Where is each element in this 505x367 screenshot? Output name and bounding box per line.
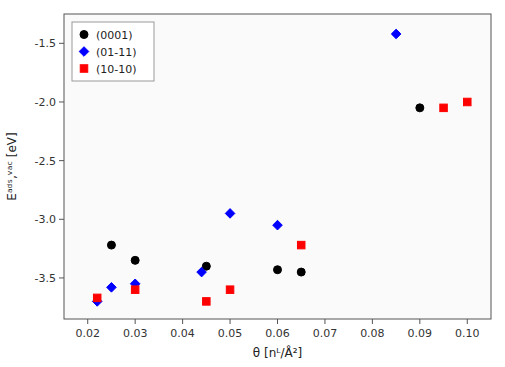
x-tick (467, 319, 468, 324)
point (297, 241, 305, 249)
x-tick (135, 319, 136, 324)
point (274, 266, 282, 274)
legend-label: (01-11) (96, 46, 137, 59)
x-tick-label: 0.06 (265, 327, 290, 340)
point (107, 241, 115, 249)
x-tick-label: 0.04 (170, 327, 195, 340)
point (416, 104, 424, 112)
legend-box (72, 22, 154, 81)
x-tick-label: 0.03 (123, 327, 148, 340)
x-tick (182, 319, 183, 324)
point (464, 98, 472, 106)
y-tick-label: -3.5 (35, 272, 56, 285)
point (197, 267, 207, 277)
point (225, 209, 235, 219)
x-tick-label: 0.07 (313, 327, 338, 340)
point (273, 220, 283, 230)
legend-label: (0001) (96, 29, 133, 42)
series (93, 98, 471, 305)
x-axis-label: θ [nᴸ/Å²] (253, 345, 302, 360)
point (297, 268, 305, 276)
x-tick (277, 319, 278, 324)
point (131, 286, 139, 294)
x-tick-label: 0.02 (75, 327, 100, 340)
point (440, 104, 448, 112)
y-tick-label: -2.0 (35, 96, 56, 109)
y-axis-label: Eᵃᵈˢ,ᵛᵃᶜ [eV] (5, 132, 19, 200)
y-tick (59, 101, 64, 102)
y-tick (59, 277, 64, 278)
x-tick (230, 319, 231, 324)
x-tick (372, 319, 373, 324)
axes: 0.02 0.03 0.04 0.05 0.06 0.07 0.08 0.09 0.10 -3.5… (35, 14, 491, 340)
x-tick (419, 319, 420, 324)
point (107, 283, 117, 293)
point (391, 29, 401, 39)
y-tick-label: -1.5 (35, 37, 56, 50)
point (203, 298, 211, 306)
legend: (0001) (01-11) (10-10) (72, 22, 154, 81)
x-tick-label: 0.05 (218, 327, 243, 340)
y-tick-label: -3.0 (35, 213, 56, 226)
legend-marker (80, 65, 88, 73)
x-tick-label: 0.10 (455, 327, 480, 340)
legend-marker (80, 31, 88, 39)
plot-area (64, 14, 491, 319)
y-tick (59, 160, 64, 161)
plot-frame (64, 14, 491, 319)
x-tick-label: 0.09 (408, 327, 433, 340)
point (131, 256, 139, 264)
y-tick-label: -2.5 (35, 155, 56, 168)
point (93, 294, 101, 302)
x-tick (87, 319, 88, 324)
x-tick-label: 0.08 (360, 327, 385, 340)
series (107, 104, 423, 276)
y-tick (59, 43, 64, 44)
x-tick (324, 319, 325, 324)
legend-label: (10-10) (96, 63, 137, 76)
legend-marker (79, 47, 89, 57)
y-tick (59, 219, 64, 220)
chart: 0.02 0.03 0.04 0.05 0.06 0.07 0.08 0.09 0.10 -3.5… (0, 0, 505, 367)
point (226, 286, 234, 294)
